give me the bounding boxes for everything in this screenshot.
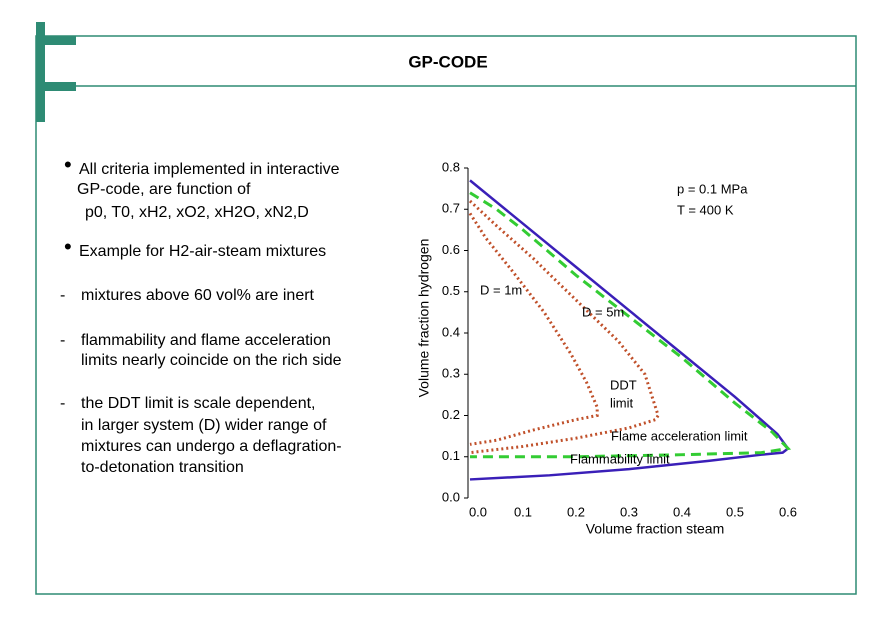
bullet-marker: • bbox=[64, 234, 72, 259]
bullet-text: flammability and flame acceleration bbox=[81, 332, 331, 349]
series-label: Flammability limit bbox=[570, 451, 670, 466]
bullet-text: All criteria implemented in interactive bbox=[79, 161, 340, 178]
bullet-text: mixtures above 60 vol% are inert bbox=[81, 287, 315, 304]
y-tick-label: 0.8 bbox=[442, 159, 460, 174]
bullet-text: mixtures can undergo a deflagration- bbox=[81, 438, 342, 455]
annotation: p = 0.1 MPa bbox=[677, 181, 748, 196]
y-tick-label: 0.4 bbox=[442, 324, 460, 339]
bullet-marker: - bbox=[60, 395, 65, 412]
slide-title: GP-CODE bbox=[408, 52, 487, 71]
bullet-marker: • bbox=[64, 152, 72, 177]
y-tick-label: 0.1 bbox=[442, 448, 460, 463]
annotation: DDT bbox=[610, 377, 637, 392]
y-tick-label: 0.2 bbox=[442, 407, 460, 422]
deco-bar bbox=[36, 82, 76, 91]
x-tick-label: 0.4 bbox=[673, 504, 691, 519]
bullet-marker: - bbox=[60, 287, 65, 304]
bullet-text: in larger system (D) wider range of bbox=[81, 417, 327, 434]
y-axis-label: Volume fraction hydrogen bbox=[416, 239, 432, 398]
series-label: D = 1m bbox=[480, 282, 522, 297]
y-tick-label: 0.7 bbox=[442, 201, 460, 216]
bullet-text: to-detonation transition bbox=[81, 459, 244, 476]
x-tick-label: 0.6 bbox=[779, 504, 797, 519]
deco-bar bbox=[36, 36, 76, 45]
annotation: T = 400 K bbox=[677, 202, 734, 217]
x-tick-label: 0.3 bbox=[620, 504, 638, 519]
series-line bbox=[469, 179, 790, 481]
x-tick-label: 0.0 bbox=[469, 504, 487, 519]
deco-bar bbox=[36, 22, 45, 122]
bullet-text: GP-code, are function of bbox=[77, 181, 251, 198]
bullet-text: p0, T0, xH2, xO2, xH2O, xN2,D bbox=[85, 204, 309, 221]
slide-border bbox=[35, 35, 857, 595]
y-tick-label: 0.0 bbox=[442, 489, 460, 504]
series-label: D = 5m bbox=[582, 304, 624, 319]
series-label: Flame acceleration limit bbox=[611, 428, 748, 443]
series-line bbox=[469, 191, 792, 459]
bullet-text: Example for H2-air-steam mixtures bbox=[79, 243, 326, 260]
x-tick-label: 0.1 bbox=[514, 504, 532, 519]
y-tick-label: 0.3 bbox=[442, 366, 460, 381]
y-tick-label: 0.6 bbox=[442, 242, 460, 257]
bullet-marker: - bbox=[60, 332, 65, 349]
x-axis-label: Volume fraction steam bbox=[586, 521, 725, 537]
series-line bbox=[468, 212, 599, 446]
bullet-text: limits nearly coincide on the rich side bbox=[81, 352, 342, 369]
y-tick-label: 0.5 bbox=[442, 283, 460, 298]
annotation: limit bbox=[610, 395, 633, 410]
bullet-text: the DDT limit is scale dependent, bbox=[81, 395, 315, 412]
x-tick-label: 0.5 bbox=[726, 504, 744, 519]
series-line bbox=[468, 199, 660, 455]
x-tick-label: 0.2 bbox=[567, 504, 585, 519]
